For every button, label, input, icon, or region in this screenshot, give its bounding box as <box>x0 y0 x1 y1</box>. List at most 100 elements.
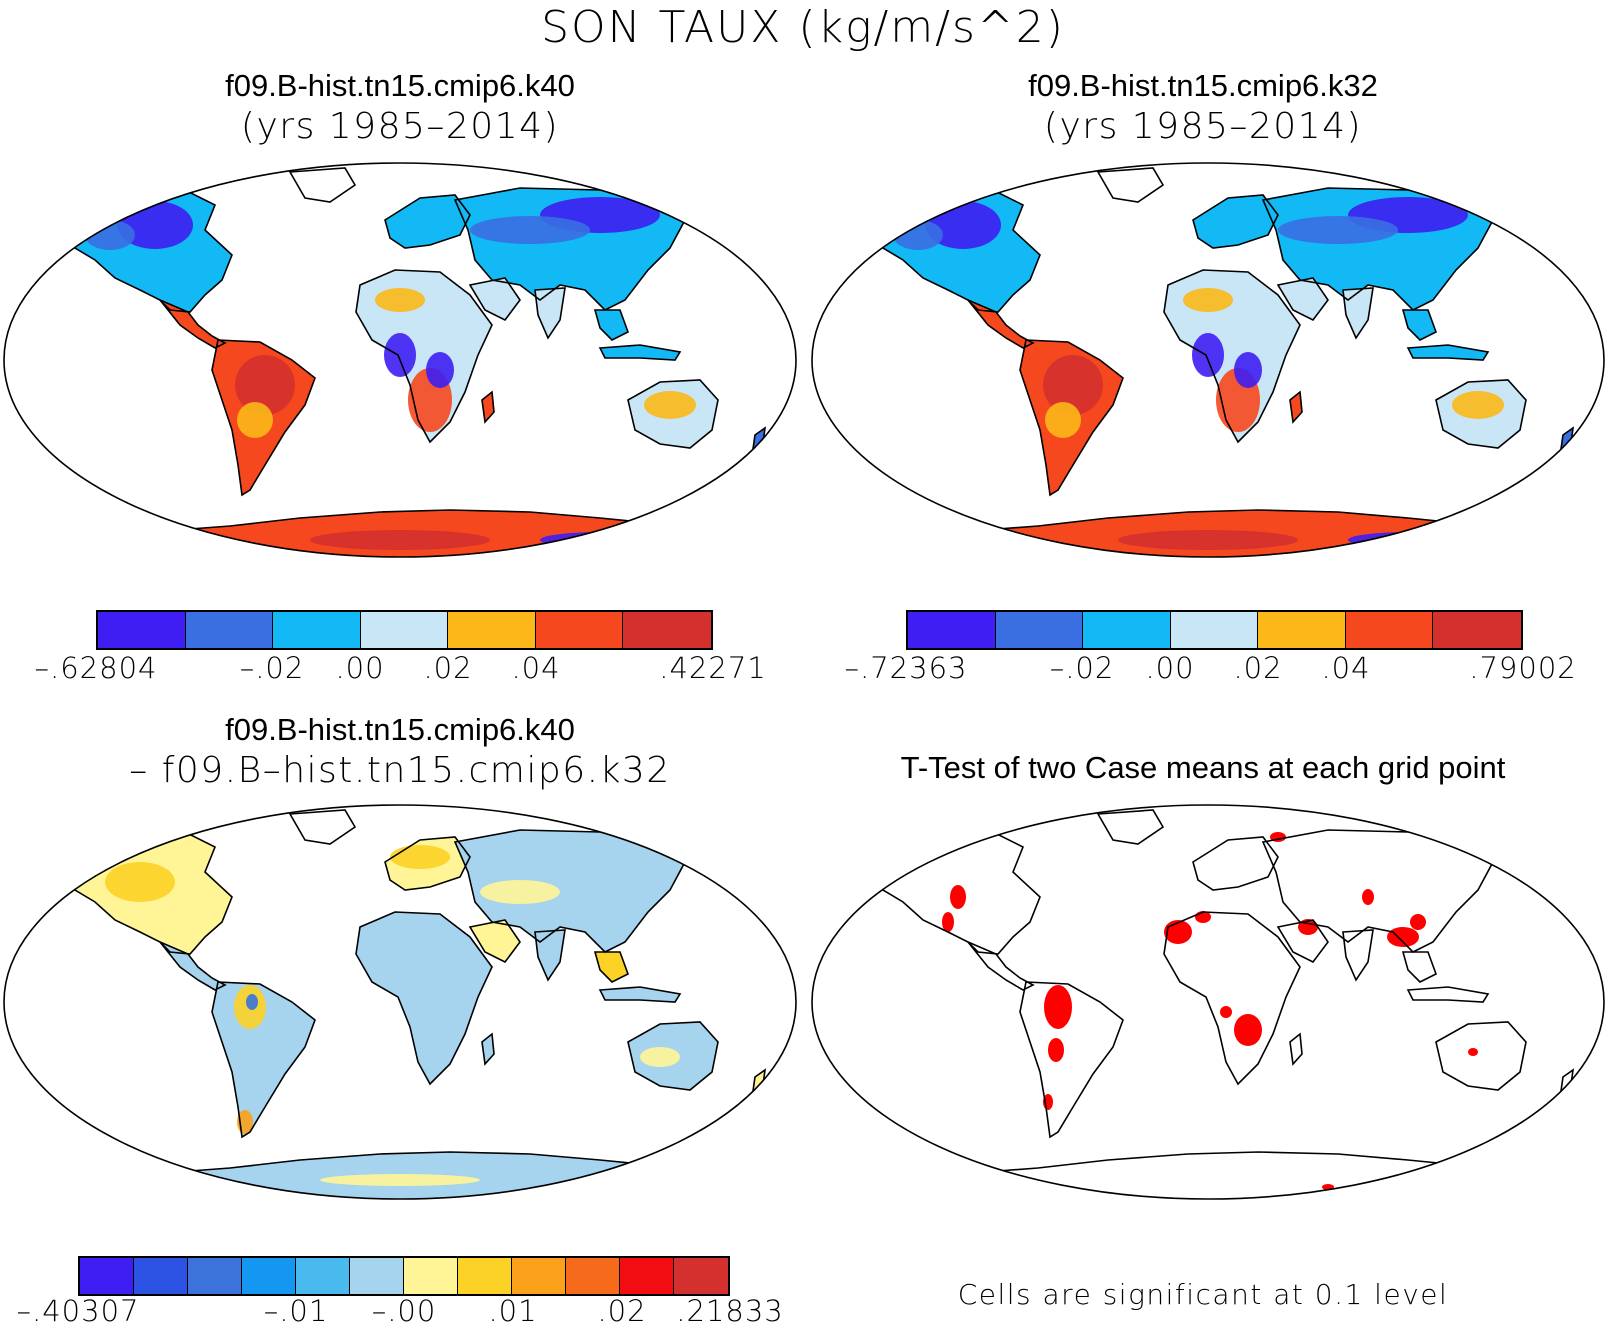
continent-arabia <box>470 278 520 320</box>
significant-cell <box>1044 985 1072 1029</box>
colorbar-swatch <box>623 612 711 648</box>
colorbar-swatch <box>188 1258 242 1294</box>
case1-tick-5: .42271 <box>659 651 767 685</box>
continent-india <box>1343 288 1373 338</box>
significant-cell <box>942 912 954 932</box>
field-patch <box>1452 391 1504 419</box>
continent-india <box>1343 930 1373 980</box>
coastline-indonesia <box>598 986 682 1003</box>
colorbar-swatch <box>404 1258 458 1294</box>
field-patch <box>426 352 454 388</box>
diff-tick-0: –.40307 <box>16 1294 140 1328</box>
continent-centralAmerica <box>968 300 1033 348</box>
colorbar-swatch <box>1258 612 1346 648</box>
coastline-madagascar <box>481 1032 495 1066</box>
continent-centralAmerica <box>968 942 1033 990</box>
figure-title: SON TAUX (kg/m/s^2) <box>541 2 1065 53</box>
field-patch <box>1118 530 1298 550</box>
continent-seAsia <box>595 952 628 982</box>
continent-europe <box>385 195 470 248</box>
continent-australia <box>1436 1022 1526 1090</box>
coastline-greenland <box>1096 167 1165 203</box>
field-patch <box>390 845 450 869</box>
continent-antarctica <box>948 1152 1508 1199</box>
significant-cell <box>1220 1006 1232 1018</box>
continent-india <box>535 288 565 338</box>
ttest-footnote: Cells are significant at 0.1 level <box>957 1278 1449 1311</box>
map-border <box>3 804 797 1200</box>
field-patch <box>644 391 696 419</box>
continent-greenland <box>1098 810 1163 844</box>
coastline-centralAmerica <box>967 941 1035 991</box>
case2-title-block: f09.B-hist.tn15.cmip6.k32 (yrs 1985–2014… <box>800 68 1606 147</box>
field-patch <box>1045 402 1081 438</box>
coastline-africa <box>355 911 493 1086</box>
ttest-title: T-Test of two Case means at each grid po… <box>900 750 1506 785</box>
case2-map <box>811 162 1605 558</box>
continent-asia <box>1263 830 1493 952</box>
coastline-greenland <box>288 167 357 203</box>
map-border <box>811 804 1605 1200</box>
coastline-india <box>534 287 566 340</box>
case2-colorbar <box>906 610 1523 650</box>
coastline-europe <box>384 194 471 249</box>
case2-tick-4: .04 <box>1321 651 1371 685</box>
field-patch <box>310 530 490 550</box>
colorbar-swatch <box>674 1258 728 1294</box>
colorbar-swatch <box>535 612 624 648</box>
continent-india <box>535 930 565 980</box>
continent-seAsia <box>595 310 628 340</box>
coastline-arabia <box>468 277 521 322</box>
diff-tick-5: .21833 <box>676 1294 784 1328</box>
coastline-indonesia <box>1406 344 1490 361</box>
diff-tick-4: .02 <box>597 1294 647 1328</box>
field-patch <box>246 994 258 1010</box>
field-patch <box>1183 288 1233 312</box>
case1-tick-4: .04 <box>511 651 561 685</box>
case1-tick-1: –.02 <box>239 651 305 685</box>
colorbar-swatch <box>296 1258 350 1294</box>
case1-tick-3: .02 <box>423 651 473 685</box>
coastline-greenland <box>1096 809 1165 845</box>
coastline-africa <box>1163 911 1301 1086</box>
significant-cell <box>1408 1187 1428 1197</box>
coastline-seAsia <box>593 309 629 341</box>
field-patch <box>384 333 416 377</box>
colorbar-swatch <box>1433 612 1521 648</box>
significant-cell <box>1387 927 1419 947</box>
continent-arabia <box>1278 278 1328 320</box>
significant-cell <box>1164 920 1192 944</box>
continent-asia <box>455 830 685 952</box>
continent-greenland <box>290 168 355 202</box>
case2-tick-2: .00 <box>1145 651 1195 685</box>
coastline-centralAmerica <box>159 299 227 349</box>
significant-cell <box>910 838 926 846</box>
significant-cell <box>1362 889 1374 905</box>
diff-map <box>3 804 797 1200</box>
case2-tick-5: .79002 <box>1469 651 1577 685</box>
case1-title-block: f09.B-hist.tn15.cmip6.k40 (yrs 1985–2014… <box>0 68 800 147</box>
coastline-arabia <box>1276 919 1329 964</box>
colorbar-swatch <box>458 1258 512 1294</box>
diff-tick-2: –.00 <box>371 1294 437 1328</box>
case2-tick-0: –.72363 <box>844 651 968 685</box>
coastline-greenland <box>288 809 357 845</box>
colorbar-swatch <box>350 1258 404 1294</box>
coastline-centralAmerica <box>159 941 227 991</box>
coastline-southAmerica <box>1019 339 1124 497</box>
colorbar-swatch <box>80 1258 134 1294</box>
case1-title: f09.B-hist.tn15.cmip6.k40 <box>225 68 575 103</box>
coastline-europe <box>1192 836 1279 891</box>
coastline-australia <box>1435 379 1527 449</box>
case1-tick-2: .00 <box>335 651 385 685</box>
coastline-india <box>534 929 566 982</box>
field-patch <box>480 880 560 904</box>
ttest-map <box>811 804 1605 1200</box>
field-patch <box>640 1047 680 1067</box>
coastline-australia <box>1435 1021 1527 1091</box>
coastline-india <box>1342 929 1374 982</box>
diff-title: f09.B-hist.tn15.cmip6.k40 <box>225 712 575 747</box>
field-patch <box>237 402 273 438</box>
field-patch <box>1278 216 1398 244</box>
colorbar-swatch <box>1170 612 1259 648</box>
